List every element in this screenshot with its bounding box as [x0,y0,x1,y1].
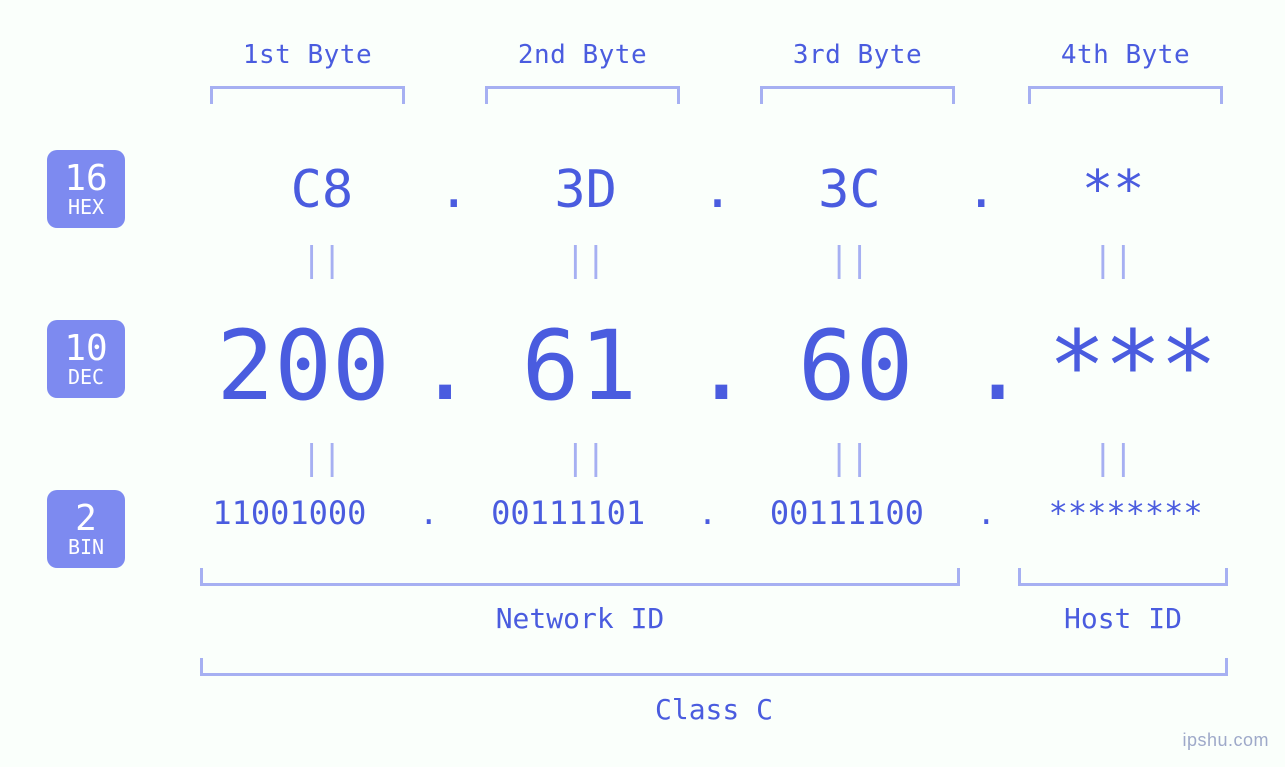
eq-top-1: || [210,240,434,280]
class-label: Class C [200,693,1228,726]
bin-byte2: 00111101 [449,494,688,532]
bin-dot-3: . [966,494,1006,532]
badge-hex-number: 16 [64,160,107,198]
row-dec: 200 . 61 . 60 . *** [190,310,1245,422]
bin-dot-2: . [688,494,728,532]
equals-row-bottom: || || || || [210,438,1225,478]
eq-top-2: || [474,240,698,280]
bin-byte1: 11001000 [170,494,409,532]
dec-byte1: 200 [190,310,416,422]
hex-dot-1: . [434,160,474,220]
badge-dec-number: 10 [64,330,107,368]
eq-bot-2: || [474,438,698,478]
hex-byte4: ** [1001,160,1225,220]
byte-header-3: 3rd Byte [760,40,955,104]
eq-bot-4: || [1001,438,1225,478]
bin-dot-1: . [409,494,449,532]
badge-hex-label: HEX [68,197,104,218]
byte-header-3-label: 3rd Byte [760,40,955,70]
hex-byte3: 3C [738,160,962,220]
byte-header-4-bracket [1028,86,1223,104]
hex-byte2: 3D [474,160,698,220]
eq-bot-1: || [210,438,434,478]
hex-byte1: C8 [210,160,434,220]
badge-dec: 10 DEC [47,320,125,398]
host-id-bracket [1018,568,1228,586]
host-id-label: Host ID [1018,602,1228,635]
byte-header-4-label: 4th Byte [1028,40,1223,70]
bin-byte4: ******** [1006,494,1245,532]
badge-dec-label: DEC [68,367,104,388]
network-id-label: Network ID [200,602,960,635]
bin-byte3: 00111100 [728,494,967,532]
dec-byte3: 60 [743,310,969,422]
badge-bin-number: 2 [75,500,97,538]
byte-header-4: 4th Byte [1028,40,1223,104]
badge-bin-label: BIN [68,537,104,558]
dec-dot-2: . [693,310,743,422]
eq-bot-3: || [738,438,962,478]
byte-header-2-label: 2nd Byte [485,40,680,70]
class-bracket [200,658,1228,676]
byte-header-2-bracket [485,86,680,104]
dec-byte4: *** [1019,310,1245,422]
byte-header-1-label: 1st Byte [210,40,405,70]
row-hex: C8 . 3D . 3C . ** [210,160,1225,220]
eq-top-3: || [738,240,962,280]
hex-dot-2: . [698,160,738,220]
badge-bin: 2 BIN [47,490,125,568]
badge-hex: 16 HEX [47,150,125,228]
byte-header-3-bracket [760,86,955,104]
dec-dot-3: . [969,310,1019,422]
equals-row-top: || || || || [210,240,1225,280]
byte-header-1-bracket [210,86,405,104]
watermark: ipshu.com [1182,730,1269,751]
hex-dot-3: . [961,160,1001,220]
dec-byte2: 61 [466,310,692,422]
byte-header-2: 2nd Byte [485,40,680,104]
dec-dot-1: . [416,310,466,422]
row-bin: 11001000 . 00111101 . 00111100 . *******… [170,494,1245,532]
network-id-bracket [200,568,960,586]
byte-header-1: 1st Byte [210,40,405,104]
eq-top-4: || [1001,240,1225,280]
